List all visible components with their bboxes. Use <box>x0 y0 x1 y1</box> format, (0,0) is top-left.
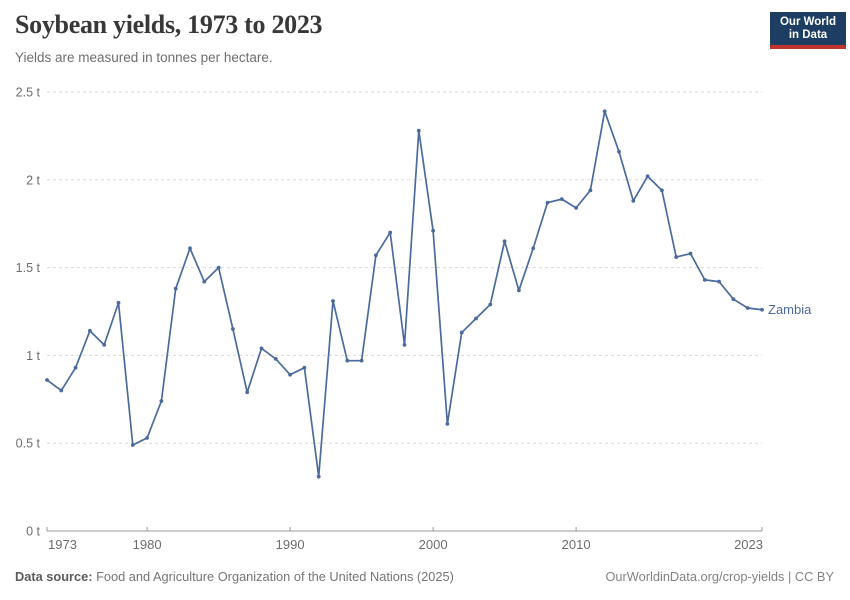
data-point[interactable] <box>559 197 564 202</box>
data-point[interactable] <box>760 307 764 312</box>
data-point[interactable] <box>674 255 679 259</box>
data-point[interactable] <box>631 198 636 203</box>
data-source-text: Food and Agriculture Organization of the… <box>92 569 454 584</box>
data-point[interactable] <box>359 358 364 363</box>
data-point[interactable] <box>231 327 235 331</box>
data-point[interactable] <box>102 342 107 347</box>
data-point[interactable] <box>288 372 292 377</box>
y-tick-label: 1 t <box>26 349 40 363</box>
data-point[interactable] <box>216 265 221 270</box>
data-point[interactable] <box>416 128 421 133</box>
owid-logo[interactable]: Our World in Data <box>770 12 846 49</box>
data-point[interactable] <box>531 246 536 251</box>
x-tick-label: 1973 <box>48 537 77 552</box>
data-point[interactable] <box>588 188 593 193</box>
data-point[interactable] <box>173 286 178 291</box>
data-point[interactable] <box>645 174 650 179</box>
data-point[interactable] <box>602 109 607 114</box>
data-point[interactable] <box>45 378 49 382</box>
y-tick-label: 0 t <box>26 525 40 539</box>
y-tick-label: 0.5 t <box>16 437 41 451</box>
x-tick-label: 2010 <box>562 537 591 552</box>
data-point[interactable] <box>73 365 78 370</box>
page-title: Soybean yields, 1973 to 2023 <box>15 10 323 39</box>
credit-link[interactable]: OurWorldinData.org/crop-yields | CC BY <box>605 569 834 584</box>
data-point[interactable] <box>574 205 578 210</box>
data-point[interactable] <box>202 279 207 284</box>
data-source-note: Data source: Food and Agriculture Organi… <box>15 569 454 584</box>
y-tick-label: 2.5 t <box>16 86 41 100</box>
data-point[interactable] <box>474 316 478 321</box>
x-tick-label: 2023 <box>734 537 763 552</box>
owid-logo-line2: in Data <box>788 28 828 41</box>
x-tick-label: 1990 <box>276 537 305 552</box>
data-point[interactable] <box>88 328 92 333</box>
data-point[interactable] <box>188 246 192 251</box>
data-point[interactable] <box>374 253 378 258</box>
data-point[interactable] <box>517 288 521 293</box>
chart-subtitle: Yields are measured in tonnes per hectar… <box>15 50 273 65</box>
y-tick-label: 1.5 t <box>16 261 41 275</box>
data-point[interactable] <box>273 357 278 361</box>
x-tick-label: 2000 <box>419 537 448 552</box>
series-label[interactable]: Zambia <box>768 302 812 317</box>
data-point[interactable] <box>316 474 321 479</box>
data-point[interactable] <box>745 306 750 310</box>
data-point[interactable] <box>459 330 464 335</box>
data-point[interactable] <box>116 300 121 305</box>
data-source-label: Data source: <box>15 569 93 584</box>
data-point[interactable] <box>717 279 721 284</box>
data-point[interactable] <box>245 390 250 395</box>
data-point[interactable] <box>488 302 493 307</box>
data-point[interactable] <box>502 239 507 244</box>
data-point[interactable] <box>731 297 736 302</box>
data-point[interactable] <box>431 228 435 233</box>
data-point[interactable] <box>445 421 450 426</box>
data-point[interactable] <box>545 200 550 205</box>
data-point[interactable] <box>259 346 264 351</box>
data-point[interactable] <box>59 388 64 393</box>
data-point[interactable] <box>688 251 693 256</box>
data-point[interactable] <box>388 230 393 235</box>
plot-area[interactable] <box>47 92 762 531</box>
data-point[interactable] <box>345 358 350 363</box>
data-point[interactable] <box>302 365 307 370</box>
data-point[interactable] <box>331 299 335 303</box>
y-tick-label: 2 t <box>26 173 40 187</box>
line-chart[interactable]: 0 t 0.5 t 1 t 1.5 t 2 t 2.5 t 1973 1980 1990 2000… <box>0 80 850 560</box>
data-point[interactable] <box>617 149 621 154</box>
data-point[interactable] <box>130 443 135 447</box>
data-point[interactable] <box>145 436 150 440</box>
x-tick-label: 1980 <box>133 537 162 552</box>
data-point[interactable] <box>702 277 707 282</box>
data-point[interactable] <box>402 342 407 347</box>
data-point[interactable] <box>159 399 164 403</box>
data-point[interactable] <box>660 188 664 193</box>
owid-logo-line1: Our World <box>779 15 836 28</box>
